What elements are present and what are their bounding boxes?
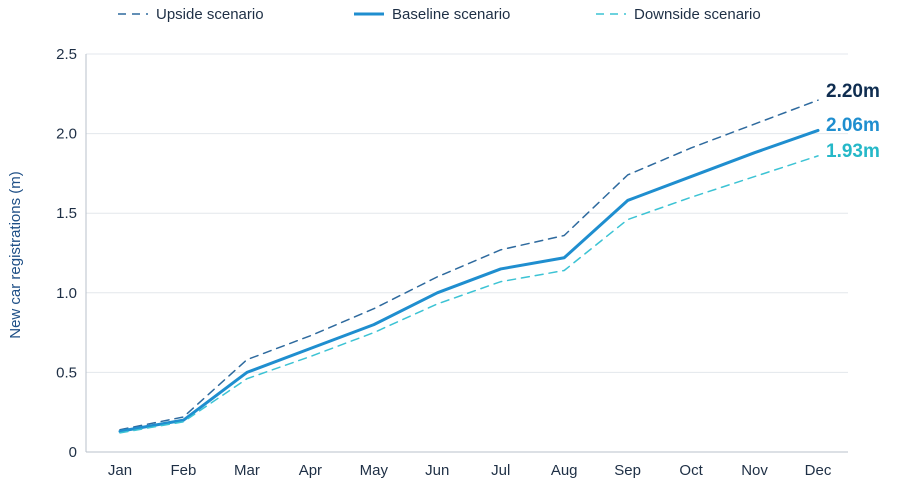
x-tick-label: Apr — [299, 462, 322, 479]
series-lines — [118, 99, 820, 434]
y-axis-title: New car registrations (m) — [7, 171, 24, 339]
end-value-label: 1.93m — [826, 141, 880, 162]
end-labels: 2.20m 2.06m 1.93m — [826, 81, 880, 162]
y-tick-label: 2.0 — [56, 126, 77, 143]
legend: Upside scenario Baseline scenario Downside… — [118, 6, 761, 23]
y-tick-label: 1.5 — [56, 205, 77, 222]
series-line — [119, 99, 819, 431]
legend-item: Baseline scenario — [354, 6, 510, 23]
x-tick-label: May — [360, 462, 389, 479]
series-line — [119, 155, 819, 434]
x-tick-label: Jun — [425, 462, 449, 479]
x-tick-labels: Jan Feb Mar Apr May Jun Jul Aug Sep Oct Nov Dec — [108, 462, 832, 479]
x-tick-label: Jan — [108, 462, 132, 479]
y-tick-label: 1.0 — [56, 285, 77, 302]
legend-item: Downside scenario — [596, 6, 761, 23]
x-tick-label: Feb — [171, 462, 197, 479]
legend-item: Upside scenario — [118, 6, 264, 23]
x-tick-label: Aug — [551, 462, 578, 479]
y-tick-label: 0 — [69, 444, 77, 461]
legend-label: Baseline scenario — [392, 6, 510, 23]
y-tick-label: 2.5 — [56, 46, 77, 63]
x-tick-label: Sep — [614, 462, 641, 479]
x-tick-label: Mar — [234, 462, 260, 479]
end-value-label: 2.06m — [826, 115, 880, 136]
series-line — [118, 128, 820, 433]
x-tick-label: Dec — [805, 462, 832, 479]
end-value-label: 2.20m — [826, 81, 880, 102]
y-tick-label: 0.5 — [56, 364, 77, 381]
axes — [85, 54, 848, 453]
x-tick-label: Nov — [741, 462, 768, 479]
x-tick-label: Jul — [491, 462, 510, 479]
y-tick-labels: 0 0.5 1.0 1.5 2.0 2.5 — [56, 46, 77, 461]
x-tick-label: Oct — [679, 462, 703, 479]
legend-label: Upside scenario — [156, 6, 264, 23]
legend-label: Downside scenario — [634, 6, 761, 23]
gridlines — [86, 53, 848, 373]
